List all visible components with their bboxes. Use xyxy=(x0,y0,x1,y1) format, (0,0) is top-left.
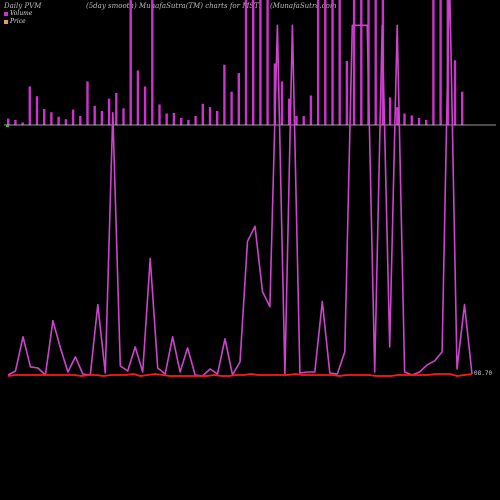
volume-bar xyxy=(107,98,111,125)
volume-bar xyxy=(187,119,190,125)
volume-swatch xyxy=(4,11,8,16)
volume-bar xyxy=(50,112,53,125)
chart-title-middle: (5day smooth) MunafaSutra(TM) charts for… xyxy=(86,2,262,10)
volume-bar xyxy=(158,104,161,125)
legend-volume-label: Volume xyxy=(10,10,33,17)
volume-bar xyxy=(64,119,68,125)
volume-bar xyxy=(180,117,183,125)
volume-bar xyxy=(100,110,104,125)
legend-volume: Volume xyxy=(4,10,32,17)
volume-bar xyxy=(338,0,341,125)
volume-bar xyxy=(403,113,406,125)
volume-bar xyxy=(43,109,46,125)
volume-bar xyxy=(115,92,118,125)
volume-bar xyxy=(14,119,17,125)
volume-bar xyxy=(388,97,392,125)
volume-bar xyxy=(172,112,176,125)
volume-bar xyxy=(136,70,140,125)
volume-bar xyxy=(302,116,305,125)
volume-bar xyxy=(316,0,320,125)
baseline-marker xyxy=(6,125,9,127)
volume-bar xyxy=(71,109,75,125)
volume-bar xyxy=(252,0,255,125)
volume-bar xyxy=(417,117,421,125)
volume-bar xyxy=(194,116,197,125)
volume-bar xyxy=(280,81,284,125)
volume-bar xyxy=(266,0,269,125)
volume-bar xyxy=(425,119,428,125)
volume-bar xyxy=(396,107,399,125)
volume-bar xyxy=(230,91,233,125)
volume-bar xyxy=(288,98,291,125)
volume-bar xyxy=(410,115,413,125)
price-line xyxy=(7,373,473,377)
chart-title-left: Daily PVM xyxy=(4,2,42,10)
volume-bar xyxy=(345,60,349,125)
volume-bar xyxy=(432,0,435,125)
volume-bar xyxy=(237,73,240,125)
legend-price-label: Price xyxy=(10,18,26,25)
volume-bar xyxy=(57,116,60,125)
volume-bar xyxy=(352,0,356,125)
volume-bar xyxy=(129,0,132,125)
volume-bar xyxy=(439,0,442,125)
volume-bar xyxy=(324,0,327,125)
price-swatch xyxy=(4,19,8,24)
volume-bar xyxy=(453,60,457,125)
volume-bar xyxy=(28,86,31,125)
volume-bar xyxy=(35,96,39,125)
volume-bar xyxy=(244,0,248,125)
volume-bar xyxy=(259,0,262,125)
volume-bar xyxy=(122,108,125,125)
last-value-label: 08.70 xyxy=(474,370,492,377)
volume-bar xyxy=(208,107,212,125)
volume-bar xyxy=(165,113,168,125)
volume-bar xyxy=(21,122,24,125)
volume-bar xyxy=(331,0,334,125)
chart-title-right: (MunafaSutra.com xyxy=(270,2,337,10)
volume-bar xyxy=(223,64,226,125)
line-series xyxy=(7,0,473,377)
legend-price: Price xyxy=(4,18,26,25)
volume-bar xyxy=(93,105,96,125)
pvm-line xyxy=(7,0,473,377)
volume-bar xyxy=(360,0,363,125)
volume-bar xyxy=(201,103,204,125)
volume-bar xyxy=(216,110,219,125)
volume-bar xyxy=(7,118,10,125)
volume-bar xyxy=(79,116,82,125)
volume-bar xyxy=(295,116,298,125)
volume-bar xyxy=(461,91,464,125)
volume-bar xyxy=(374,0,377,125)
volume-bar xyxy=(86,81,89,125)
volume-bar xyxy=(151,0,154,125)
volume-bar xyxy=(143,86,147,125)
volume-bar xyxy=(309,95,313,125)
